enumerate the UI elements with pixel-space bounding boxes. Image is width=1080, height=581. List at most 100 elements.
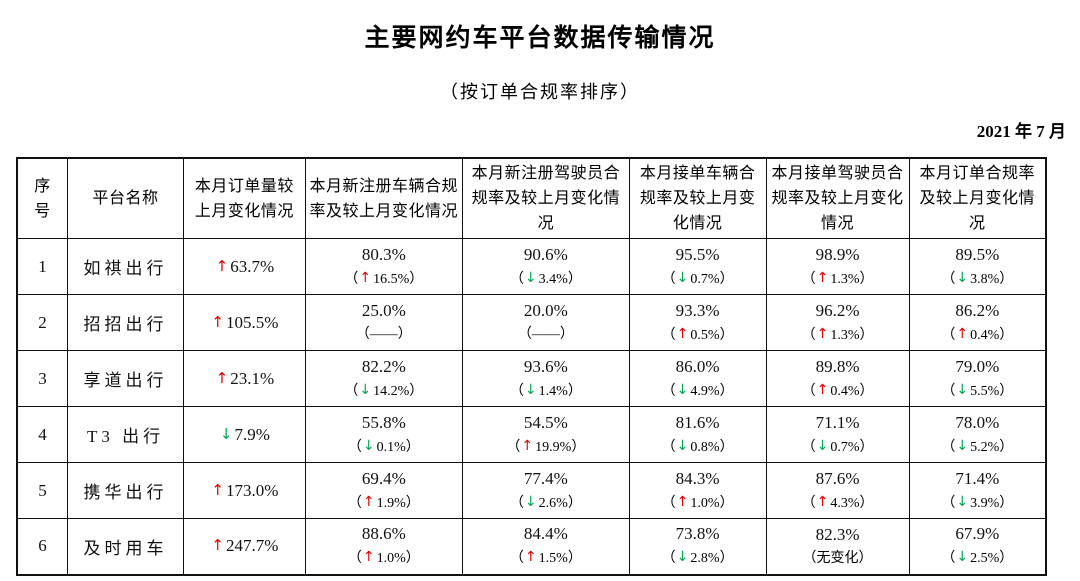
month-over-month-change: （↓ 3.4%） (466, 267, 626, 292)
metric-cell-2: 95.5% （↓ 0.7%） (628, 238, 767, 295)
paren-close: ） (999, 271, 1014, 287)
metric-cell-3: 96.2% （↑ 1.3%） (765, 294, 910, 351)
paren-close: ） (405, 551, 420, 567)
paren-open: （ (347, 495, 362, 511)
paren-close: ） (859, 271, 874, 287)
change-value: 1.0% (376, 551, 406, 567)
up-arrow-icon: ↑ (362, 549, 375, 566)
month-over-month-change: （↓ 0.7%） (770, 435, 906, 460)
down-arrow-icon: ↓ (676, 381, 689, 398)
metric-cell-2: 81.6% （↓ 0.8%） (628, 406, 767, 463)
paren-close: ） (999, 327, 1014, 343)
compliance-rate: 84.4% (523, 524, 568, 544)
compliance-rate: 79.0% (955, 356, 1000, 376)
down-arrow-icon: ↓ (956, 381, 969, 398)
compliance-rate: 98.9% (815, 244, 860, 264)
metric-cell-2: 84.3% （↑ 1.0%） (628, 462, 767, 519)
down-arrow-icon: ↓ (676, 549, 689, 566)
month-over-month-change: （↓ 14.2%） (309, 379, 459, 404)
compliance-rate: 78.0% (955, 412, 1000, 432)
month-over-month-change: （↑ 1.3%） (770, 267, 906, 292)
month-over-month-change: （——） (309, 323, 459, 347)
metric-cell-1: 84.4% （↑ 1.5%） (462, 518, 630, 575)
month-over-month-change: （↑ 16.5%） (309, 267, 459, 292)
compliance-rate: 80.3% (361, 244, 406, 264)
platform-name: 如祺出行 (66, 238, 185, 295)
change-value: 0.8% (690, 439, 720, 455)
metric-cell-1: 54.5% （↑ 19.9%） (462, 406, 630, 463)
platform-name: 招招出行 (66, 294, 185, 351)
compliance-rate: 67.9% (955, 524, 1000, 544)
paren-close: ） (719, 271, 734, 287)
metric-cell-4: 71.4% （↓ 3.9%） (908, 462, 1047, 519)
compliance-rate: 55.8% (361, 412, 406, 432)
row-index: 2 (16, 294, 68, 351)
table-row: 3 享道出行 ↑ 23.1% 82.2% （↓ 14.2%） 93.6% （↓ 1.4%） 86.0… (16, 350, 1047, 407)
down-arrow-icon: ↓ (524, 381, 537, 398)
paren-close: ） (409, 383, 424, 399)
compliance-rate: 20.0% (523, 301, 568, 320)
paren-close: ） (999, 495, 1014, 511)
column-header-0: 序号 (16, 157, 68, 239)
month-over-month-change: （↓ 1.4%） (466, 379, 626, 404)
change-value: 1.0% (690, 495, 720, 511)
down-arrow-icon: ↓ (956, 493, 969, 510)
change-value: 4.9% (690, 383, 720, 399)
paren-open: （ (347, 439, 362, 455)
up-arrow-icon: ↑ (816, 493, 829, 510)
compliance-rate: 82.3% (815, 524, 860, 544)
month-over-month-change: （——） (466, 323, 626, 347)
paren-open: （ (802, 550, 817, 566)
paren-open: （ (801, 495, 816, 511)
down-arrow-icon: ↓ (362, 437, 375, 454)
compliance-rate: 86.2% (955, 300, 1000, 320)
data-table: 序号 平台名称 本月订单量较上月变化情况 本月新注册车辆合规率及较上月变化情况 本月新注… (16, 157, 1047, 576)
paren-close: ） (859, 439, 874, 455)
month-over-month-change: （↑ 4.3%） (770, 491, 906, 516)
row-index: 5 (16, 462, 68, 519)
up-arrow-icon: ↑ (362, 493, 375, 510)
up-arrow-icon: ↑ (816, 381, 829, 398)
paren-open: （ (506, 439, 521, 455)
compliance-rate: 95.5% (675, 244, 720, 264)
compliance-rate: 89.5% (955, 244, 1000, 264)
paren-open: （ (801, 327, 816, 343)
metric-cell-1: 77.4% （↓ 2.6%） (462, 462, 630, 519)
compliance-rate: 25.0% (361, 301, 406, 320)
compliance-rate: 82.2% (361, 356, 406, 376)
metric-cell-3: 89.8% （↑ 0.4%） (765, 350, 910, 407)
metric-cell-0: 25.0% （——） (304, 294, 464, 351)
order-volume-change: ↑ 247.7% (183, 518, 306, 575)
up-arrow-icon: ↑ (956, 325, 969, 342)
change-value: 0.7% (690, 271, 720, 287)
month-over-month-change: （↓ 2.8%） (633, 546, 763, 571)
paren-close: ） (567, 551, 582, 567)
paren-open: （ (509, 551, 524, 567)
month-over-month-change: （↓ 0.8%） (633, 435, 763, 460)
platform-name: 享道出行 (66, 350, 185, 407)
paren-close: ） (567, 383, 582, 399)
change-value: 0.4% (970, 327, 1000, 343)
paren-open: （ (661, 383, 676, 399)
paren-open: （ (509, 495, 524, 511)
metric-cell-3: 98.9% （↑ 1.3%） (765, 238, 910, 295)
compliance-rate: 71.4% (955, 468, 1000, 488)
table-row: 5 携华出行 ↑ 173.0% 69.4% （↑ 1.9%） 77.4% （↓ 2.6%） 84.3… (16, 462, 1047, 519)
month-over-month-change: （↑ 0.5%） (633, 323, 763, 348)
order-change-value: 105.5% (225, 312, 279, 332)
table-row: 1 如祺出行 ↑ 63.7% 80.3% （↑ 16.5%） 90.6% （↓ 3.4%） 95.5… (16, 238, 1047, 295)
compliance-rate: 69.4% (361, 468, 406, 488)
down-arrow-icon: ↓ (359, 381, 372, 398)
up-arrow-icon: ↑ (215, 256, 229, 275)
metric-cell-1: 90.6% （↓ 3.4%） (462, 238, 630, 295)
change-value: 19.9% (535, 439, 572, 455)
page-subtitle: （按订单合规率排序） (440, 82, 640, 102)
row-index: 1 (16, 238, 68, 295)
paren-open: （ (661, 439, 676, 455)
month-over-month-change: （↓ 3.9%） (913, 491, 1042, 516)
down-arrow-icon: ↓ (676, 269, 689, 286)
month-over-month-change: （↑ 1.3%） (770, 323, 906, 348)
change-value: 5.2% (970, 439, 1000, 455)
row-index: 6 (16, 518, 68, 575)
